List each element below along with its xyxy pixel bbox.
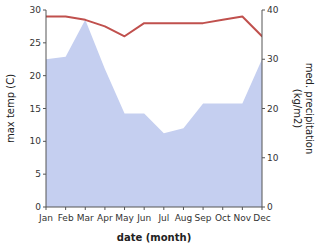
y2-tick — [262, 157, 265, 158]
y2-tick — [262, 108, 265, 109]
x-tick-label: Nov — [234, 213, 252, 223]
y-tick-label: 0 — [35, 202, 41, 212]
x-tick-label: Aug — [175, 213, 193, 223]
x-tick — [104, 207, 105, 210]
x-tick — [144, 207, 145, 210]
x-tick-label: Jan — [38, 213, 53, 223]
y-axis-label: max temp (C) — [5, 74, 16, 143]
x-tick-label: Feb — [58, 213, 74, 223]
x-tick — [183, 207, 184, 210]
y-tick-label: 30 — [30, 5, 42, 15]
y-tick-label: 15 — [30, 104, 41, 114]
y2-tick-label: 40 — [267, 5, 279, 15]
x-tick — [222, 207, 223, 210]
x-tick — [65, 207, 66, 210]
x-tick-label: Jun — [136, 213, 151, 223]
x-axis-line — [46, 207, 262, 208]
y2-axis-label: med. precipitation(kg/m2) — [292, 63, 315, 155]
x-tick — [242, 207, 243, 210]
y2-tick — [262, 10, 265, 11]
x-tick-label: Mar — [77, 213, 94, 223]
plot-area — [46, 17, 262, 207]
y2-tick-label: 30 — [267, 54, 279, 64]
x-tick-label: Dec — [253, 213, 270, 223]
y2-tick-label: 20 — [267, 104, 279, 114]
y-tick — [43, 75, 46, 76]
x-tick — [85, 207, 86, 210]
x-tick — [163, 207, 164, 210]
x-tick-label: Oct — [215, 213, 231, 223]
precipitation-area — [46, 20, 262, 207]
x-tick — [203, 207, 204, 210]
y-tick — [43, 10, 46, 11]
x-tick — [124, 207, 125, 210]
y-tick — [43, 207, 46, 208]
y2-tick — [262, 207, 265, 208]
y-tick — [43, 42, 46, 43]
x-tick-label: May — [115, 213, 134, 223]
y-tick-label: 5 — [35, 169, 41, 179]
y-tick — [43, 108, 46, 109]
x-axis-label: date (month) — [117, 232, 191, 243]
y2-tick-label: 10 — [267, 153, 279, 163]
y2-tick-label: 0 — [267, 202, 273, 212]
y-tick-label: 25 — [30, 38, 41, 48]
y-tick-label: 10 — [30, 136, 42, 146]
x-tick-label: Apr — [97, 213, 113, 223]
y-tick — [43, 141, 46, 142]
y2-tick — [262, 59, 265, 60]
chart: JanFebMarAprMayJunJulAugSepOctNovDec0510… — [0, 0, 318, 247]
y-tick — [43, 174, 46, 175]
x-tick-label: Jul — [157, 213, 169, 223]
temperature-line — [46, 17, 262, 37]
x-tick-label: Sep — [195, 213, 212, 223]
y-tick-label: 20 — [30, 71, 42, 81]
